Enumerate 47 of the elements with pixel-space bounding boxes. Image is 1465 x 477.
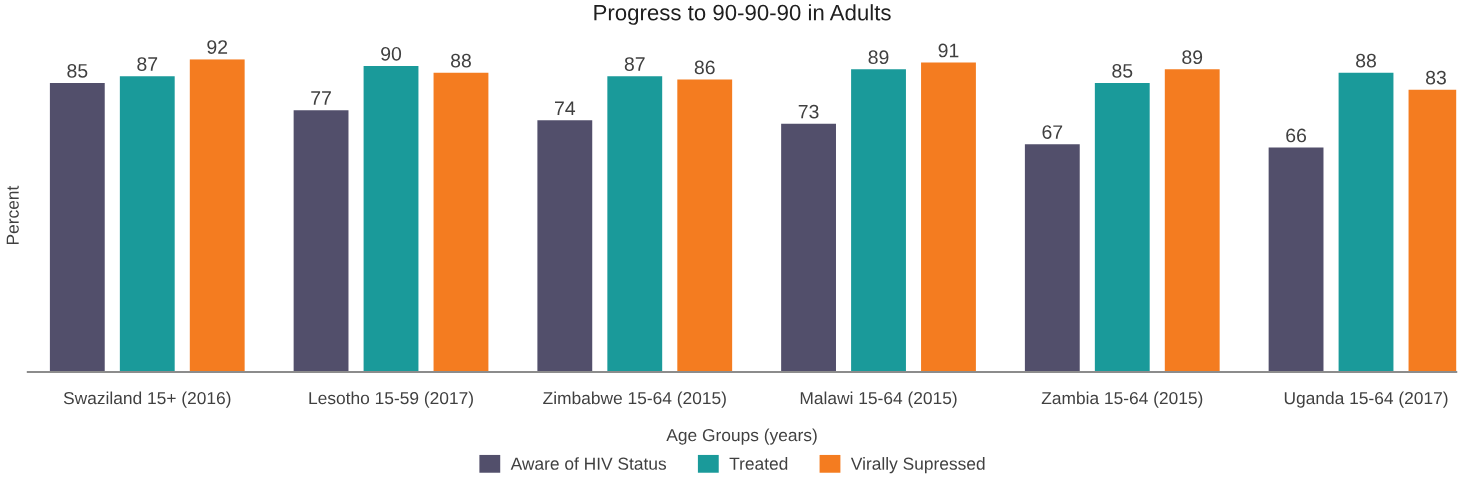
x-axis-title: Age Groups (years): [666, 428, 817, 445]
data-label: 91: [938, 43, 959, 58]
x-tick-label: Uganda 15-64 (2017): [1284, 391, 1448, 408]
data-label: 88: [1356, 53, 1376, 68]
chart-title: Progress to 90-90-90 in Adults: [594, 4, 891, 25]
bar: [189, 59, 245, 373]
bar: [1024, 144, 1080, 373]
bar: [1268, 147, 1324, 373]
data-label: 83: [1426, 70, 1446, 85]
bar: [1164, 69, 1220, 373]
legend-label: Virally Supressed: [850, 457, 985, 474]
y-axis-title: Percent: [6, 185, 19, 245]
bar: [293, 110, 349, 373]
bar: [607, 76, 663, 373]
x-tick-label: Zimbabwe 15-64 (2015): [543, 391, 726, 408]
bar: [537, 120, 593, 373]
bar: [921, 62, 976, 373]
data-label: 89: [868, 50, 889, 65]
legend-label: Treated: [729, 457, 788, 470]
bar: [119, 76, 175, 373]
bar: [49, 82, 105, 373]
data-label: 67: [1042, 125, 1063, 139]
data-label: 88: [451, 53, 471, 68]
bar: [1094, 82, 1150, 373]
legend-label: Aware of HIV Status: [510, 457, 667, 470]
data-label: 92: [207, 40, 228, 54]
data-label: 74: [555, 101, 576, 115]
bar: [851, 69, 906, 373]
data-label: 87: [624, 57, 645, 71]
data-label: 85: [67, 63, 88, 78]
bar: [433, 72, 489, 373]
x-tick-label: Lesotho 15-59 (2017): [309, 391, 473, 408]
data-label: 87: [137, 57, 158, 71]
data-label: 85: [1112, 63, 1133, 78]
bar: [781, 123, 836, 373]
x-tick-label: Swaziland 15+ (2016): [63, 391, 231, 408]
data-label: 89: [1182, 50, 1203, 65]
data-label: 90: [381, 46, 402, 61]
bar: [677, 79, 733, 373]
bar: [363, 65, 419, 373]
x-tick-label: Zambia 15-64 (2015): [1041, 391, 1203, 408]
data-label: 77: [311, 91, 331, 105]
x-tick-label: Malawi 15-64 (2015): [800, 391, 957, 408]
bar: [1338, 72, 1394, 373]
data-label: 73: [798, 104, 819, 119]
data-label: 86: [694, 60, 715, 75]
data-label: 66: [1286, 128, 1307, 143]
